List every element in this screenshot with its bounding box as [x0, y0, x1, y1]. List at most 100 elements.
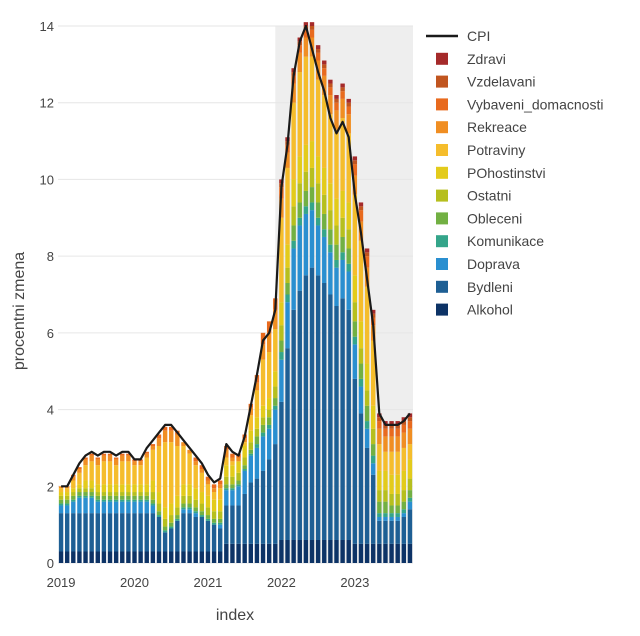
bar-segment-ostatni[interactable]	[217, 511, 223, 519]
bar-segment-doprava[interactable]	[383, 516, 388, 521]
bar-segment-obleceni[interactable]	[144, 495, 149, 500]
bar-segment-rekreace[interactable]	[248, 407, 254, 416]
bar-segment-obleceni[interactable]	[242, 465, 247, 470]
bar-segment-zdravi[interactable]	[352, 156, 358, 161]
bar-segment-doprava[interactable]	[346, 271, 351, 310]
bar-segment-pohostinstvi[interactable]	[236, 461, 241, 473]
bar-segment-alkohol[interactable]	[199, 551, 205, 563]
bar-segment-vzdelavani[interactable]	[346, 102, 351, 107]
bar-segment-pohostinstvi[interactable]	[248, 430, 254, 443]
bar-segment-alkohol[interactable]	[132, 551, 137, 563]
bar-segment-bydleni[interactable]	[138, 513, 143, 552]
bar-segment-vybaveni_domacnosti[interactable]	[260, 332, 266, 345]
bar-segment-ostatni[interactable]	[199, 503, 205, 512]
bar-segment-ostatni[interactable]	[107, 492, 113, 496]
bar-segment-vybaveni_domacnosti[interactable]	[205, 476, 211, 481]
bar-segment-potraviny[interactable]	[156, 446, 162, 493]
bar-segment-obleceni[interactable]	[217, 518, 223, 523]
bar-segment-bydleni[interactable]	[340, 298, 345, 540]
bar-segment-pohostinstvi[interactable]	[77, 484, 82, 489]
bar-segment-vybaveni_domacnosti[interactable]	[266, 321, 272, 333]
bar-segment-alkohol[interactable]	[279, 539, 284, 563]
bar-segment-komunikace[interactable]	[401, 509, 407, 514]
bar-segment-doprava[interactable]	[187, 509, 192, 514]
bar-segment-rekreace[interactable]	[224, 449, 229, 458]
bar-segment-rekreace[interactable]	[193, 461, 198, 466]
bar-segment-potraviny[interactable]	[401, 447, 407, 471]
bar-segment-alkohol[interactable]	[273, 543, 278, 563]
bar-segment-ostatni[interactable]	[242, 457, 247, 466]
bar-segment-alkohol[interactable]	[407, 543, 413, 563]
bar-segment-obleceni[interactable]	[389, 505, 394, 514]
bar-segment-ostatni[interactable]	[193, 499, 198, 508]
bar-segment-obleceni[interactable]	[138, 495, 143, 500]
bar-segment-ostatni[interactable]	[224, 476, 229, 485]
bar-segment-ostatni[interactable]	[297, 183, 302, 203]
legend-item-doprava[interactable]: Doprava	[436, 256, 520, 272]
bar-segment-potraviny[interactable]	[352, 194, 358, 276]
bar-segment-obleceni[interactable]	[401, 501, 407, 510]
bar-segment-pohostinstvi[interactable]	[285, 244, 290, 268]
bar-segment-vybaveni_domacnosti[interactable]	[77, 467, 82, 470]
bar-segment-bydleni[interactable]	[169, 528, 174, 552]
bar-segment-komunikace[interactable]	[71, 499, 76, 502]
bar-segment-vybaveni_domacnosti[interactable]	[150, 444, 156, 447]
bar-segment-bydleni[interactable]	[193, 516, 198, 552]
bar-segment-vybaveni_domacnosti[interactable]	[230, 453, 235, 458]
bar-segment-doprava[interactable]	[132, 501, 137, 514]
bar-segment-bydleni[interactable]	[199, 516, 205, 552]
bar-segment-bydleni[interactable]	[377, 520, 382, 544]
bar-segment-pohostinstvi[interactable]	[364, 363, 370, 391]
bar-segment-rekreace[interactable]	[77, 469, 82, 473]
bar-segment-pohostinstvi[interactable]	[260, 405, 266, 418]
bar-segment-rekreace[interactable]	[120, 455, 125, 462]
bar-segment-komunikace[interactable]	[242, 469, 247, 471]
bar-segment-alkohol[interactable]	[64, 551, 70, 563]
bar-segment-bydleni[interactable]	[89, 513, 94, 552]
bar-segment-vybaveni_domacnosti[interactable]	[101, 453, 107, 456]
bar-segment-doprava[interactable]	[352, 344, 358, 379]
bar-segment-alkohol[interactable]	[83, 551, 88, 563]
bar-segment-rekreace[interactable]	[322, 75, 327, 96]
bar-segment-doprava[interactable]	[371, 463, 376, 475]
bar-segment-komunikace[interactable]	[175, 518, 180, 521]
bar-segment-doprava[interactable]	[358, 386, 364, 414]
bar-segment-ostatni[interactable]	[162, 518, 168, 527]
bar-segment-alkohol[interactable]	[187, 551, 192, 563]
bar-segment-obleceni[interactable]	[303, 190, 309, 207]
bar-segment-potraviny[interactable]	[120, 461, 125, 485]
bar-segment-zdravi[interactable]	[340, 83, 345, 88]
bar-segment-vybaveni_domacnosti[interactable]	[309, 29, 315, 38]
bar-segment-pohostinstvi[interactable]	[181, 484, 186, 496]
bar-segment-obleceni[interactable]	[120, 495, 125, 500]
bar-segment-bydleni[interactable]	[291, 309, 296, 540]
bar-segment-doprava[interactable]	[144, 501, 149, 514]
bar-segment-bydleni[interactable]	[95, 513, 100, 552]
bar-segment-doprava[interactable]	[273, 409, 278, 445]
bar-segment-doprava[interactable]	[297, 225, 302, 291]
bar-segment-rekreace[interactable]	[156, 438, 162, 447]
bar-segment-bydleni[interactable]	[254, 478, 260, 544]
bar-segment-rekreace[interactable]	[132, 461, 137, 466]
bar-segment-alkohol[interactable]	[162, 551, 168, 563]
bar-segment-rekreace[interactable]	[113, 459, 119, 466]
bar-segment-bydleni[interactable]	[309, 267, 315, 540]
bar-segment-zdravi[interactable]	[309, 22, 315, 26]
bar-segment-ostatni[interactable]	[346, 229, 351, 249]
bar-segment-alkohol[interactable]	[389, 543, 394, 563]
bar-segment-ostatni[interactable]	[132, 492, 137, 496]
bar-segment-vybaveni_domacnosti[interactable]	[358, 210, 364, 222]
bar-segment-komunikace[interactable]	[236, 484, 241, 487]
bar-segment-ostatni[interactable]	[205, 507, 211, 516]
bar-segment-pohostinstvi[interactable]	[358, 321, 364, 349]
bar-segment-komunikace[interactable]	[254, 444, 260, 448]
bar-segment-obleceni[interactable]	[132, 495, 137, 500]
bar-segment-alkohol[interactable]	[181, 551, 186, 563]
bar-segment-potraviny[interactable]	[126, 461, 131, 485]
bar-segment-doprava[interactable]	[71, 501, 76, 514]
bar-segment-obleceni[interactable]	[285, 282, 290, 295]
bar-segment-potraviny[interactable]	[211, 492, 217, 500]
bar-segment-alkohol[interactable]	[156, 551, 162, 563]
bar-segment-rekreace[interactable]	[58, 486, 64, 489]
bar-segment-ostatni[interactable]	[401, 490, 407, 502]
